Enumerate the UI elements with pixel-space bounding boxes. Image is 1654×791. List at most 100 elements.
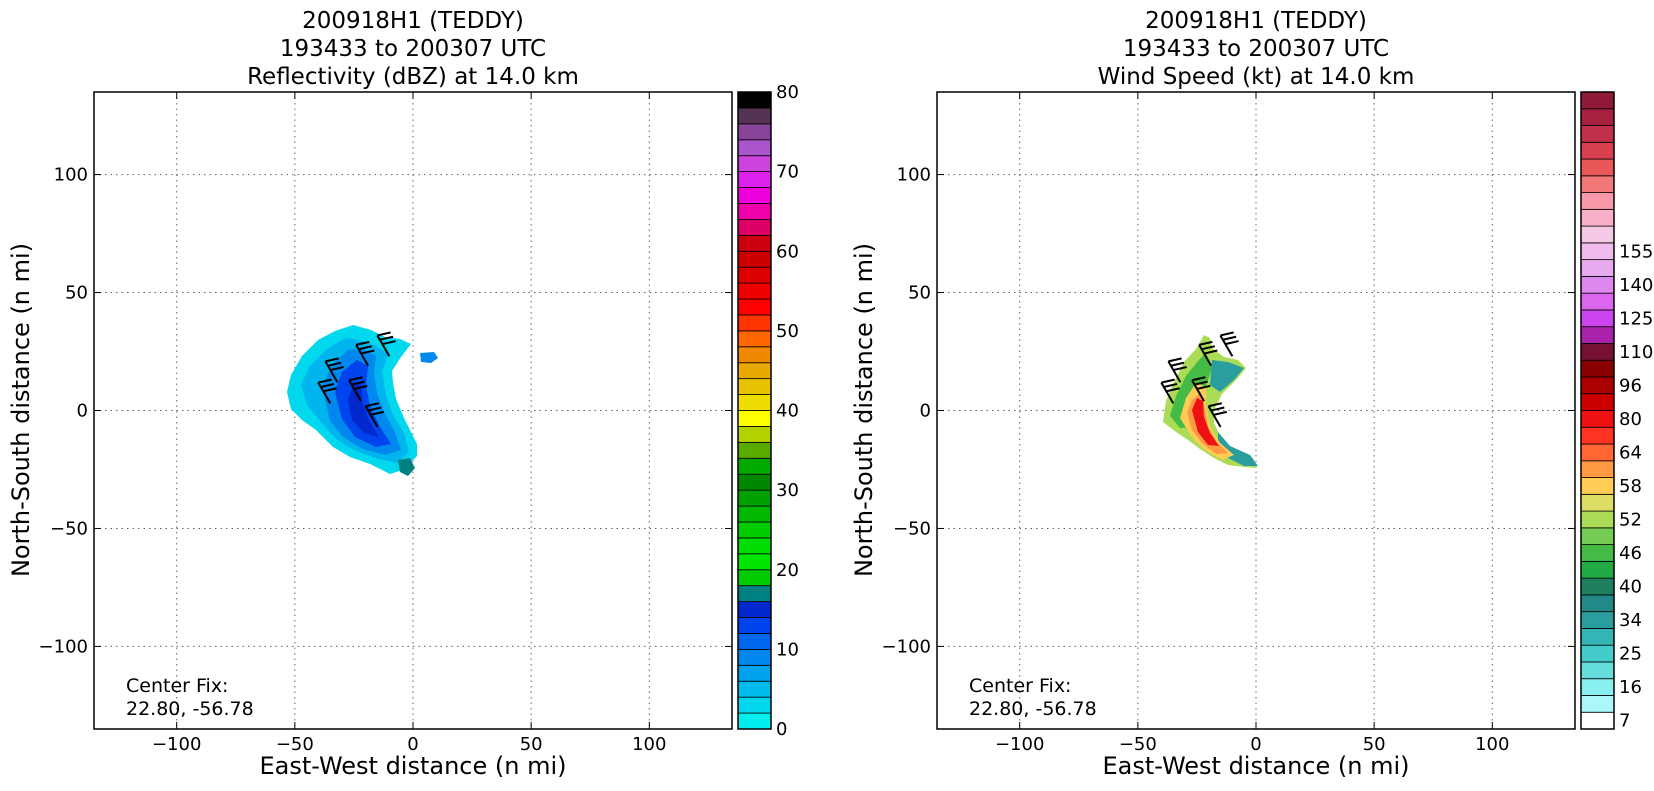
colorbar-tick-label: 7 [1619, 711, 1630, 732]
colorbar-frame [737, 91, 772, 730]
colorbar-segment [737, 489, 772, 507]
wind-barb [1207, 402, 1228, 428]
wind-field-teal-north [1210, 360, 1244, 392]
reflectivity-panel: 200918H1 (TEDDY) 193433 to 200307 UTC Re… [7, 8, 799, 780]
colorbar-segment [737, 426, 772, 443]
colorbar-segment [1580, 292, 1615, 311]
colorbar-segment [1580, 644, 1615, 663]
wind-title-line-3: Wind Speed (kt) at 14.0 km [1098, 64, 1415, 90]
y-tick-label: −50 [893, 518, 931, 539]
colorbar-segment [737, 696, 772, 714]
colorbar-tick-label: 40 [1619, 577, 1642, 598]
colorbar-segment [1580, 359, 1615, 378]
x-tick-label: 0 [407, 734, 418, 755]
wind-x-axis-label: East-West distance (n mi) [1102, 752, 1409, 780]
colorbar-segment [737, 282, 772, 300]
colorbar-segment [737, 346, 772, 364]
reflectivity-plot-frame [93, 91, 733, 730]
colorbar-segment [737, 107, 772, 125]
colorbar-segment [737, 633, 772, 650]
x-tick-label: −100 [995, 734, 1044, 755]
colorbar-segment [1580, 141, 1615, 160]
y-tick-label: 0 [77, 401, 88, 422]
colorbar-segment [737, 601, 772, 618]
colorbar-segment [737, 553, 772, 571]
colorbar-segment [737, 394, 772, 411]
y-tick-label: 100 [54, 165, 88, 186]
colorbar-segment [737, 203, 772, 220]
colorbar-tick-label: 25 [1619, 644, 1642, 665]
reflectivity-colorbar [737, 91, 772, 730]
wind-wind-barbs [1160, 331, 1239, 428]
colorbar-tick-label: 30 [776, 480, 799, 501]
colorbar-segment [737, 218, 772, 236]
reflectivity-title-line-2: 193433 to 200307 UTC [280, 36, 546, 62]
colorbar-segment [1580, 175, 1615, 193]
wind-colorbar-labels: 7 16 25 34 40 46 52 58 64 80 96 110 125 140 155 [1619, 241, 1653, 731]
colorbar-tick-label: 34 [1619, 610, 1642, 631]
colorbar-tick-label: 40 [776, 401, 799, 422]
colorbar-tick-label: 46 [1619, 543, 1642, 564]
x-tick-label: 0 [1250, 734, 1261, 755]
colorbar-segment [737, 569, 772, 587]
colorbar-segment [737, 171, 772, 188]
colorbar-segment [1580, 208, 1615, 227]
colorbar-segment [1580, 393, 1615, 411]
colorbar-segment [1580, 594, 1615, 613]
colorbar-segment [1580, 510, 1615, 529]
y-tick-label: −100 [882, 636, 931, 657]
colorbar-segment [737, 585, 772, 602]
wind-title-line-2: 193433 to 200307 UTC [1123, 36, 1389, 62]
colorbar-segment [737, 314, 772, 332]
colorbar-tick-label: 60 [776, 241, 799, 262]
wind-x-ticks: −100 −50 0 50 100 [995, 734, 1509, 755]
y-tick-label: −100 [39, 636, 88, 657]
x-tick-label: 50 [520, 734, 543, 755]
colorbar-segment [737, 680, 772, 698]
colorbar-segment [1580, 493, 1615, 512]
colorbar-segment [1580, 711, 1615, 730]
colorbar-segment [737, 473, 772, 491]
colorbar-tick-label: 64 [1619, 442, 1642, 463]
colorbar-tick-label: 50 [776, 321, 799, 342]
colorbar-tick-label: 110 [1619, 342, 1653, 363]
colorbar-segment [1580, 376, 1615, 395]
colorbar-tick-label: 20 [776, 560, 799, 581]
colorbar-segment [1580, 611, 1615, 629]
reflectivity-grid [94, 92, 732, 729]
reflectivity-y-axis-label: North-South distance (n mi) [7, 243, 35, 577]
colorbar-segment [1580, 125, 1615, 143]
colorbar-segment [737, 648, 772, 666]
colorbar-segment [737, 330, 772, 348]
colorbar-segment [737, 378, 772, 395]
colorbar-segment [1580, 577, 1615, 596]
colorbar-segment [1580, 695, 1615, 713]
wind-barb [376, 331, 396, 357]
colorbar-tick-label: 80 [1619, 409, 1642, 430]
colorbar-segment [1580, 426, 1615, 445]
colorbar-segment [737, 266, 772, 284]
reflectivity-center-fix-label: Center Fix: [126, 675, 228, 697]
colorbar-segment [1580, 326, 1615, 344]
wind-title-line-1: 200918H1 (TEDDY) [1145, 8, 1367, 34]
colorbar-segment [1580, 91, 1615, 110]
colorbar-segment [1580, 477, 1615, 495]
colorbar-segment [737, 521, 772, 539]
colorbar-segment [1580, 628, 1615, 646]
colorbar-segment [1580, 443, 1615, 462]
wind-barb [364, 402, 385, 428]
colorbar-tick-label: 58 [1619, 476, 1642, 497]
colorbar-segment [737, 537, 772, 555]
wind-barb [324, 357, 344, 383]
colorbar-segment [1580, 275, 1615, 294]
colorbar-segment [1580, 158, 1615, 177]
x-tick-label: 100 [1475, 734, 1509, 755]
reflectivity-wind-barbs [317, 331, 396, 428]
wind-y-axis-label: North-South distance (n mi) [850, 243, 878, 577]
colorbar-tick-label: 125 [1619, 308, 1653, 329]
colorbar-segment [1580, 343, 1615, 361]
wind-grid [937, 92, 1575, 729]
colorbar-segment [737, 250, 772, 268]
